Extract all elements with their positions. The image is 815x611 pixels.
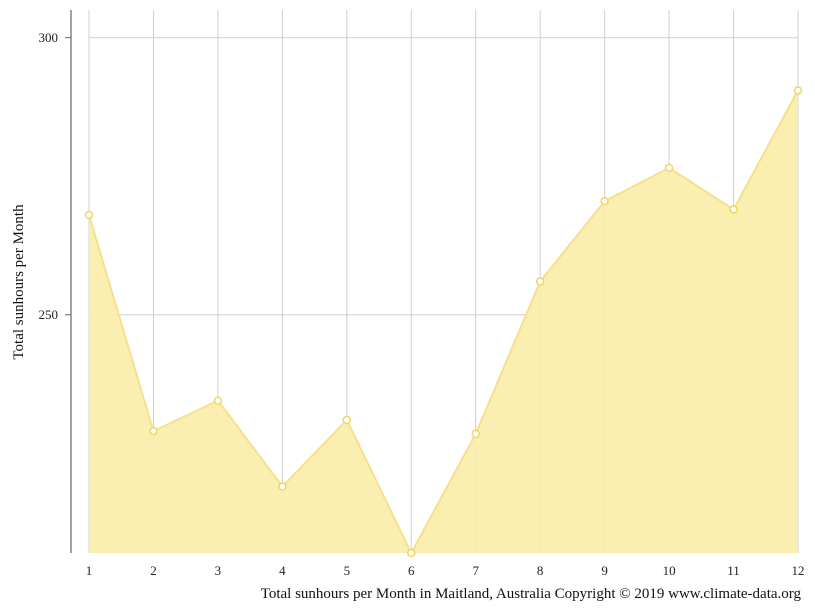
chart-caption: Total sunhours per Month in Maitland, Au… <box>261 586 802 602</box>
data-point <box>84 210 94 220</box>
data-point <box>213 396 223 405</box>
y-tick-label: 250 <box>39 307 59 322</box>
x-tick-label: 11 <box>727 563 740 578</box>
data-point <box>729 205 738 214</box>
data-point <box>793 86 803 95</box>
x-tick-label: 4 <box>279 563 286 578</box>
y-axis-ticks: 250 300 <box>39 30 71 322</box>
x-tick-label: 10 <box>663 563 676 578</box>
x-tick-label: 12 <box>792 563 805 578</box>
data-point <box>600 196 609 206</box>
x-tick-label: 3 <box>215 563 222 578</box>
data-point <box>535 277 545 286</box>
data-point <box>407 548 416 558</box>
series-line <box>88 89 799 556</box>
y-tick-label: 300 <box>39 30 59 45</box>
data-points <box>84 86 803 558</box>
data-point <box>471 429 480 439</box>
x-tick-label: 7 <box>472 563 479 578</box>
x-tick-label: 8 <box>537 563 544 578</box>
x-axis-ticks: 1 2 3 4 5 6 7 8 9 10 11 12 <box>86 563 805 578</box>
x-tick-label: 2 <box>150 563 157 578</box>
x-tick-label: 1 <box>86 563 93 578</box>
y-axis-title: Total sunhours per Month <box>11 204 27 360</box>
x-tick-label: 5 <box>344 563 351 578</box>
data-point <box>278 482 287 491</box>
data-point <box>149 426 158 436</box>
data-point <box>664 163 674 173</box>
x-tick-label: 9 <box>601 563 608 578</box>
x-tick-label: 6 <box>408 563 415 578</box>
data-point <box>342 415 352 425</box>
series-area <box>89 90 798 553</box>
